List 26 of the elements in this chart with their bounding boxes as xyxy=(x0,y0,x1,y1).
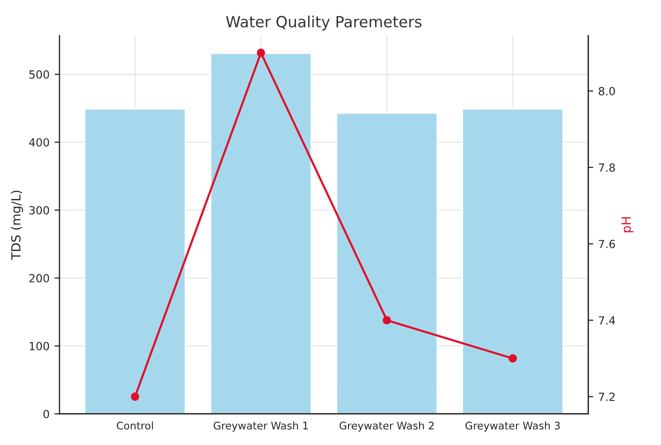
x-tick-label: Greywater Wash 2 xyxy=(340,421,434,432)
x-tick-label: Control xyxy=(116,421,153,430)
y-tick-label: 0 xyxy=(43,410,50,418)
y2-tick-label: 7.6 xyxy=(598,240,615,248)
y2-tick-label: 7.4 xyxy=(598,316,616,324)
bar xyxy=(210,52,312,414)
bar xyxy=(84,108,186,414)
point xyxy=(508,354,517,363)
y2-tick-label: 7.8 xyxy=(598,163,615,172)
y2-axis-title: pH xyxy=(622,217,634,232)
bar xyxy=(336,112,438,414)
y2-tick-label: 8.0 xyxy=(598,86,615,96)
y-tick-label: 500 xyxy=(29,70,50,79)
point xyxy=(256,48,266,57)
bar xyxy=(462,108,564,414)
y-tick-label: 200 xyxy=(29,274,50,282)
x-tick-label: Greywater Wash 3 xyxy=(466,421,560,432)
point xyxy=(130,392,140,401)
y-tick-label: 400 xyxy=(29,138,50,147)
y2-tick-label: 7.2 xyxy=(598,392,615,401)
y-tick-label: 300 xyxy=(29,206,50,215)
point xyxy=(382,316,392,324)
x-tick-label: Greywater Wash 1 xyxy=(214,421,308,432)
y-tick-label: 100 xyxy=(30,342,50,350)
y-axis-title: TDS (mg/L) xyxy=(10,190,24,260)
chart-title: Water Quality Paremeters xyxy=(226,16,422,30)
